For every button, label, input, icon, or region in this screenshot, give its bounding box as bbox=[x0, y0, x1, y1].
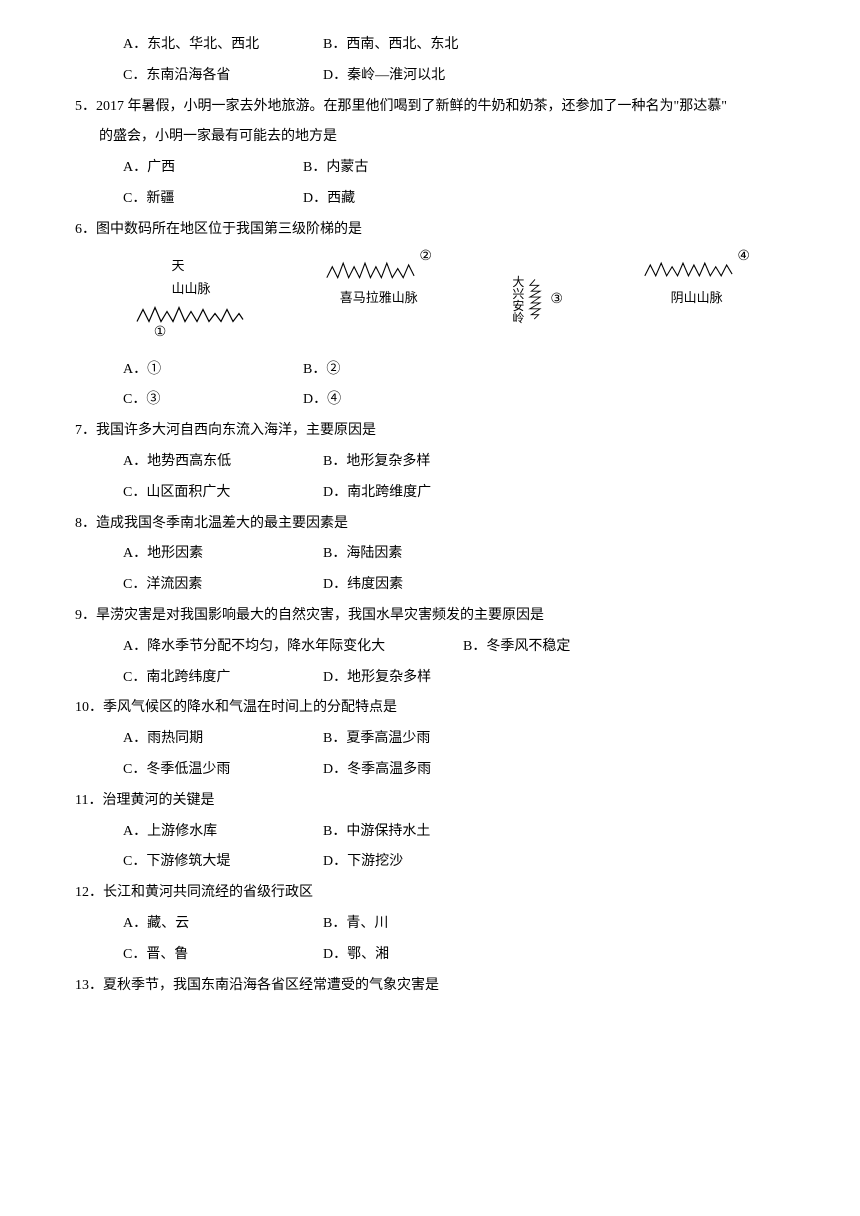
q10-option-a[interactable]: A．雨热同期 bbox=[123, 724, 323, 755]
option-a[interactable]: A．东北、华北、西北 bbox=[123, 30, 323, 61]
q12-option-a[interactable]: A．藏、云 bbox=[123, 909, 323, 940]
option-c[interactable]: C．东南沿海各省 bbox=[123, 61, 323, 92]
q8-option-a[interactable]: A．地形因素 bbox=[123, 539, 323, 570]
q12-option-c[interactable]: C．晋、鲁 bbox=[123, 940, 323, 971]
q11-option-c[interactable]: C．下游修筑大堤 bbox=[123, 847, 323, 878]
question-12: 12．长江和黄河共同流经的省级行政区 bbox=[75, 878, 800, 909]
q11-option-a[interactable]: A．上游修水库 bbox=[123, 817, 323, 848]
q7-option-d[interactable]: D．南北跨维度广 bbox=[323, 478, 431, 509]
q8-option-d[interactable]: D．纬度因素 bbox=[323, 570, 403, 601]
q7-option-c[interactable]: C．山区面积广大 bbox=[123, 478, 323, 509]
q6-option-c[interactable]: C．③ bbox=[123, 385, 303, 416]
q8-option-b[interactable]: B．海陆因素 bbox=[323, 539, 402, 570]
question-9: 9．旱涝灾害是对我国影响最大的自然灾害，我国水旱灾害频发的主要原因是 bbox=[75, 601, 800, 632]
q7-option-a[interactable]: A．地势西高东低 bbox=[123, 447, 323, 478]
q5-option-d[interactable]: D．西藏 bbox=[303, 184, 355, 215]
mountain-diagram: 天 山山脉 ① ② 喜马拉雅山脉 大 兴 安 岭 ③ bbox=[75, 246, 800, 355]
q10-option-b[interactable]: B．夏季高温少雨 bbox=[323, 724, 430, 755]
q12-option-d[interactable]: D．鄂、湘 bbox=[323, 940, 389, 971]
q9-option-b[interactable]: B．冬季风不稳定 bbox=[463, 632, 570, 663]
question-5-cont: 的盛会，小明一家最有可能去的地方是 bbox=[75, 122, 800, 153]
q5-option-c[interactable]: C．新疆 bbox=[123, 184, 303, 215]
question-7: 7．我国许多大河自西向东流入海洋，主要原因是 bbox=[75, 416, 800, 447]
q12-option-b[interactable]: B．青、川 bbox=[323, 909, 388, 940]
q6-option-b[interactable]: B．② bbox=[303, 355, 340, 386]
q6-option-a[interactable]: A．① bbox=[123, 355, 303, 386]
question-8: 8．造成我国冬季南北温差大的最主要因素是 bbox=[75, 509, 800, 540]
q10-option-c[interactable]: C．冬季低温少雨 bbox=[123, 755, 323, 786]
q7-option-b[interactable]: B．地形复杂多样 bbox=[323, 447, 430, 478]
q9-option-d[interactable]: D．地形复杂多样 bbox=[323, 663, 431, 694]
question-6: 6．图中数码所在地区位于我国第三级阶梯的是 bbox=[75, 215, 800, 246]
q8-option-c[interactable]: C．洋流因素 bbox=[123, 570, 323, 601]
question-5: 5．2017 年暑假，小明一家去外地旅游。在那里他们喝到了新鲜的牛奶和奶茶，还参… bbox=[75, 92, 800, 123]
question-11: 11．治理黄河的关键是 bbox=[75, 786, 800, 817]
option-b[interactable]: B．西南、西北、东北 bbox=[323, 30, 458, 61]
q11-option-b[interactable]: B．中游保持水土 bbox=[323, 817, 430, 848]
q10-option-d[interactable]: D．冬季高温多雨 bbox=[323, 755, 431, 786]
q5-option-a[interactable]: A．广西 bbox=[123, 153, 303, 184]
option-d[interactable]: D．秦岭—淮河以北 bbox=[323, 61, 445, 92]
q9-option-a[interactable]: A．降水季节分配不均匀，降水年际变化大 bbox=[123, 632, 463, 663]
question-10: 10．季风气候区的降水和气温在时间上的分配特点是 bbox=[75, 693, 800, 724]
q11-option-d[interactable]: D．下游挖沙 bbox=[323, 847, 403, 878]
q6-option-d[interactable]: D．④ bbox=[303, 385, 341, 416]
q9-option-c[interactable]: C．南北跨纬度广 bbox=[123, 663, 323, 694]
q5-option-b[interactable]: B．内蒙古 bbox=[303, 153, 368, 184]
question-13: 13．夏秋季节，我国东南沿海各省区经常遭受的气象灾害是 bbox=[75, 971, 800, 1002]
